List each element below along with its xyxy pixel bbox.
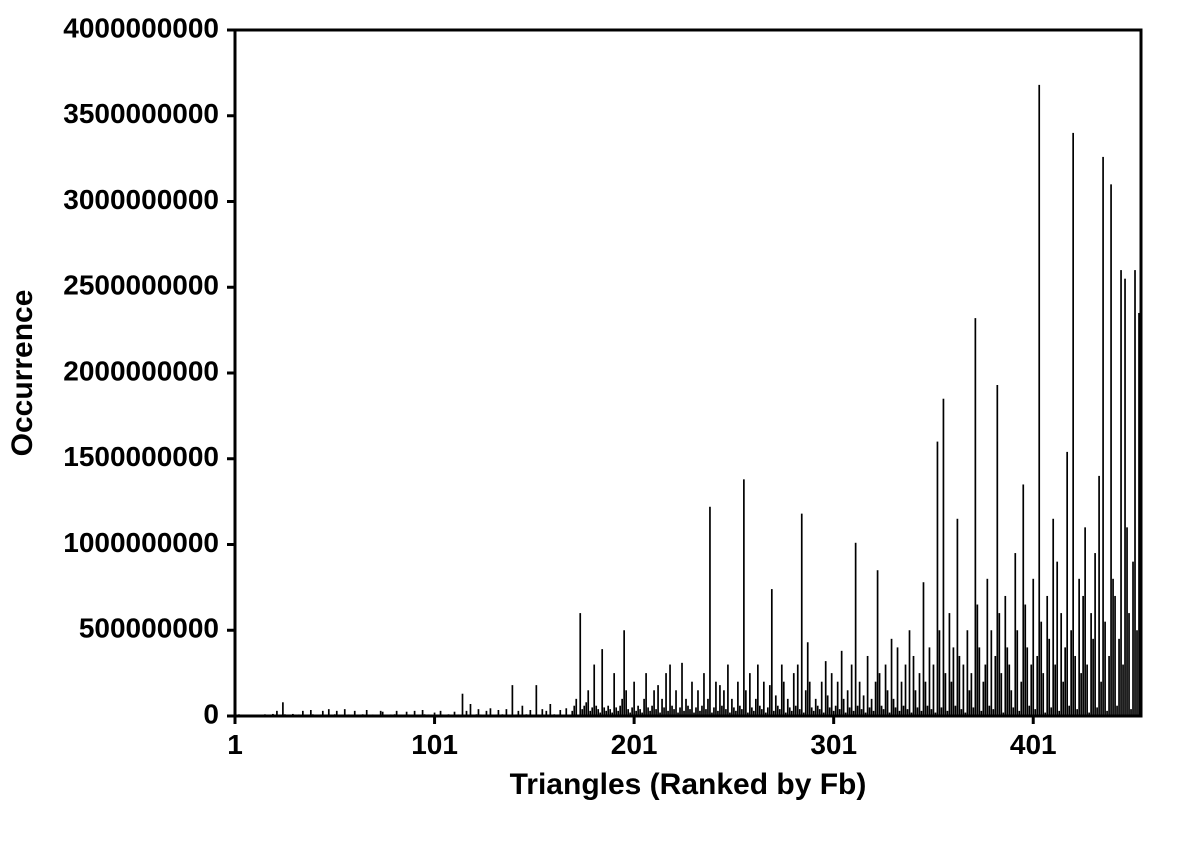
bar-chart: 0 500000000 1000000000 1500000000 2000000000…: [0, 0, 1200, 861]
svg-text:1500000000: 1500000000: [63, 441, 219, 472]
svg-text:301: 301: [810, 729, 857, 760]
svg-text:401: 401: [1010, 729, 1057, 760]
svg-text:3000000000: 3000000000: [63, 184, 219, 215]
svg-text:4000000000: 4000000000: [63, 12, 219, 43]
svg-text:500000000: 500000000: [79, 613, 219, 644]
svg-text:2000000000: 2000000000: [63, 355, 219, 386]
svg-text:0: 0: [203, 698, 219, 729]
chart-svg: 0 500000000 1000000000 1500000000 2000000000…: [0, 0, 1200, 861]
x-axis-label: Triangles (Ranked by Fb): [510, 768, 867, 801]
svg-text:201: 201: [611, 729, 658, 760]
svg-text:2500000000: 2500000000: [63, 270, 219, 301]
svg-text:3500000000: 3500000000: [63, 98, 219, 129]
svg-text:101: 101: [411, 729, 458, 760]
svg-text:1: 1: [227, 729, 243, 760]
y-axis-label: Occurrence: [6, 290, 39, 457]
svg-text:1000000000: 1000000000: [63, 527, 219, 558]
